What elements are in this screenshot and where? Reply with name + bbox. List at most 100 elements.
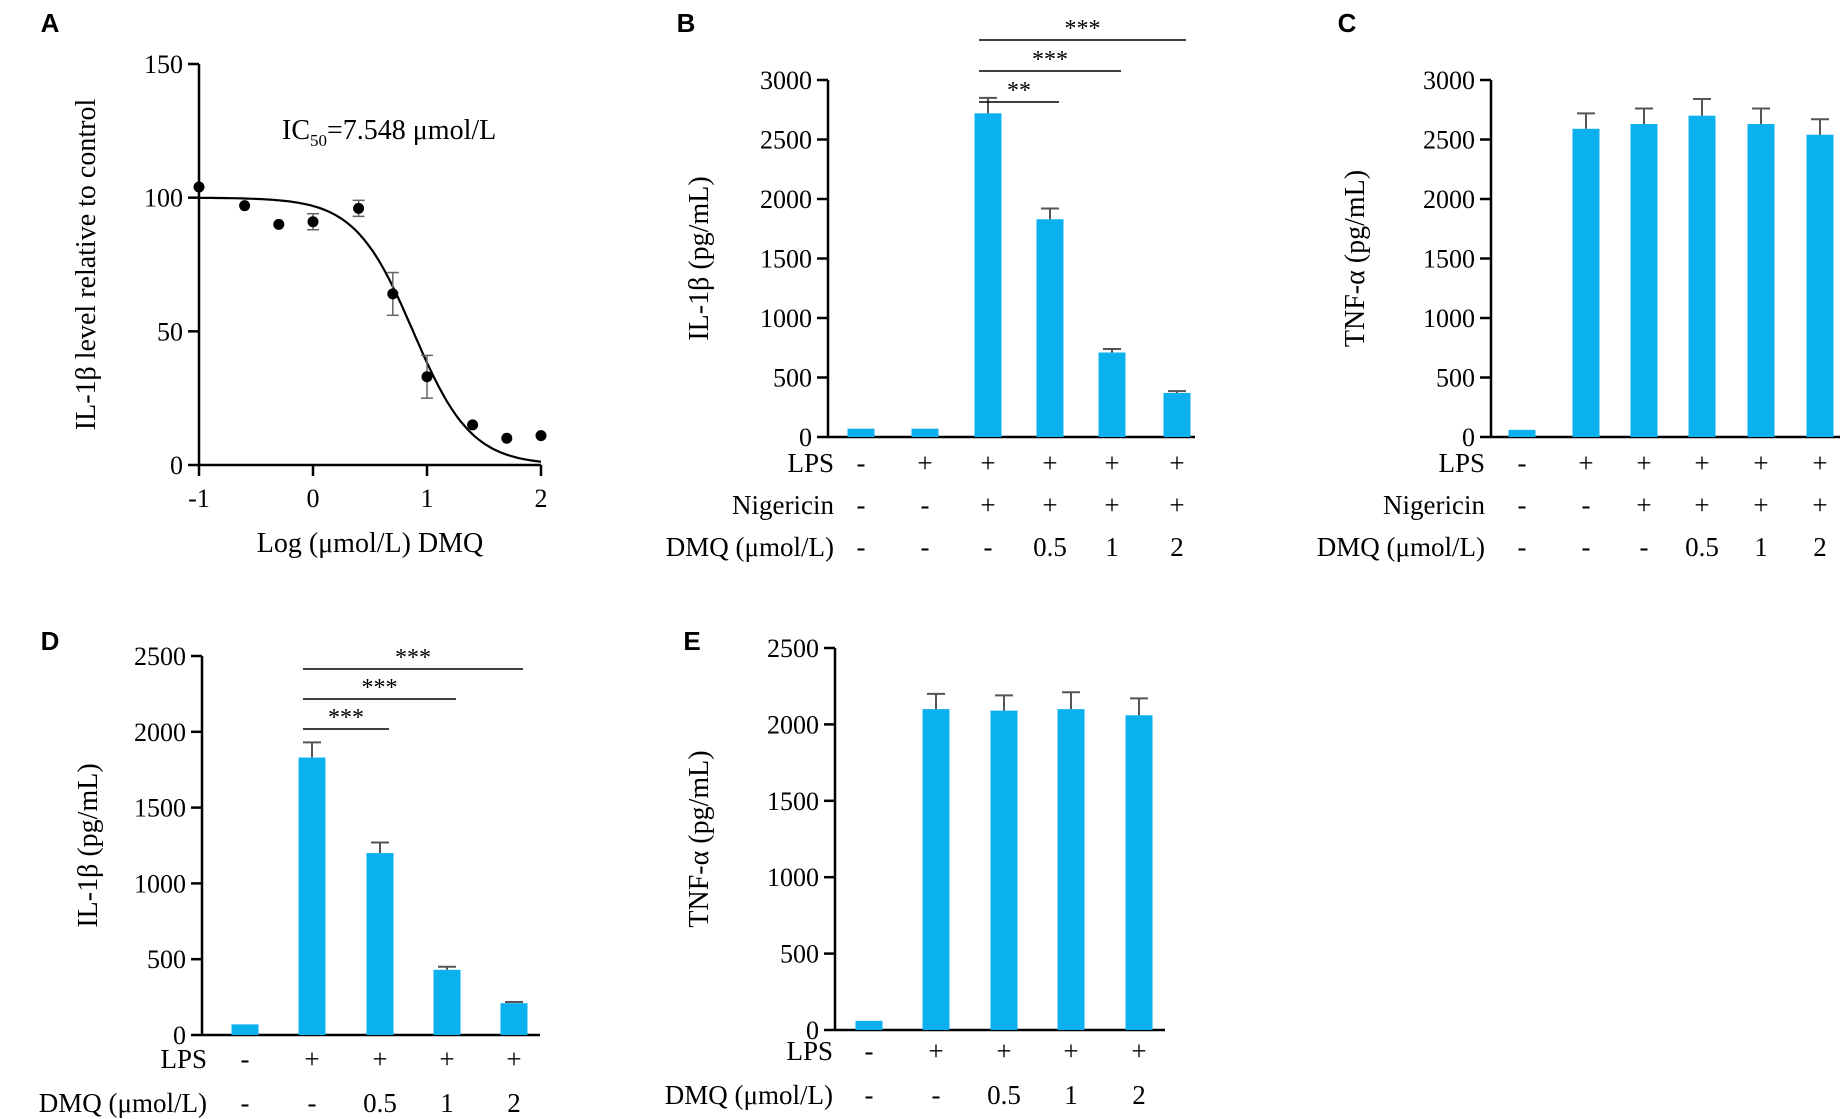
condition-value: + xyxy=(1131,1036,1146,1066)
condition-value: - xyxy=(857,490,866,520)
y-tick-label: 2500 xyxy=(760,126,812,155)
condition-value: - xyxy=(921,490,930,520)
condition-value: 0.5 xyxy=(1685,532,1719,562)
significance-label: *** xyxy=(1065,16,1101,42)
y-tick-label: 0 xyxy=(1462,423,1475,452)
y-tick-label: 1000 xyxy=(134,869,186,898)
significance-label: *** xyxy=(395,645,431,671)
condition-value: + xyxy=(1042,448,1057,478)
condition-value: + xyxy=(1104,448,1119,478)
bar xyxy=(990,710,1018,1030)
y-tick-label: 500 xyxy=(773,364,812,393)
panel-label: A xyxy=(41,8,60,38)
bar xyxy=(1036,219,1064,437)
condition-value: - xyxy=(921,532,930,562)
x-tick-label: 0 xyxy=(307,484,320,513)
bar xyxy=(298,757,326,1035)
significance-label: *** xyxy=(1032,47,1068,73)
condition-value: - xyxy=(1518,448,1527,478)
condition-value: 1 xyxy=(1105,532,1119,562)
data-point xyxy=(421,371,433,383)
condition-value: + xyxy=(996,1036,1011,1066)
bar xyxy=(500,1003,528,1035)
y-axis-title: IL-1β (pg/mL) xyxy=(684,176,715,340)
y-axis-title: TNF-α (pg/mL) xyxy=(1340,170,1371,347)
condition-value: + xyxy=(372,1044,387,1074)
data-point xyxy=(273,218,285,230)
x-tick-label: 1 xyxy=(421,484,434,513)
y-tick-label: 1500 xyxy=(767,787,819,816)
data-point xyxy=(535,430,547,442)
condition-value: + xyxy=(1169,448,1184,478)
y-tick-label: 3000 xyxy=(760,66,812,95)
bar xyxy=(974,113,1002,437)
bar xyxy=(847,428,875,437)
condition-value: - xyxy=(984,532,993,562)
condition-value: + xyxy=(1753,448,1768,478)
bar xyxy=(1806,134,1834,438)
condition-value: - xyxy=(857,532,866,562)
x-tick-label: 2 xyxy=(535,484,548,513)
condition-value: 1 xyxy=(1064,1080,1078,1110)
bar xyxy=(1688,115,1716,437)
condition-value: + xyxy=(439,1044,454,1074)
bar xyxy=(1098,352,1126,437)
bar xyxy=(855,1020,883,1030)
condition-label: Nigericin xyxy=(1383,490,1485,520)
bar xyxy=(1508,429,1536,437)
condition-value: + xyxy=(1104,490,1119,520)
bar xyxy=(366,853,394,1035)
panel-c: C 0 500 1000 1500 2000 2500 3000 TNF-α (pg/mL) LP… xyxy=(1317,8,1840,562)
y-axis-title: TNF-α (pg/mL) xyxy=(684,750,715,927)
condition-value: + xyxy=(1753,490,1768,520)
condition-value: + xyxy=(917,448,932,478)
condition-value: - xyxy=(1582,532,1591,562)
condition-value: - xyxy=(241,1088,250,1118)
bar xyxy=(1057,709,1085,1030)
condition-value: 2 xyxy=(1813,532,1827,562)
condition-value: - xyxy=(865,1036,874,1066)
condition-label: LPS xyxy=(1438,448,1485,478)
panel-label: D xyxy=(41,626,60,656)
condition-value: + xyxy=(1042,490,1057,520)
condition-value: - xyxy=(308,1088,317,1118)
significance-label: *** xyxy=(328,705,364,731)
y-tick-label: 150 xyxy=(144,50,183,79)
condition-value: + xyxy=(1169,490,1184,520)
data-point xyxy=(467,419,479,431)
y-tick-label: 2000 xyxy=(760,185,812,214)
fit-curve xyxy=(198,196,542,463)
ic50-annotation: IC50=7.548 μmol/L xyxy=(282,115,496,150)
condition-value: + xyxy=(304,1044,319,1074)
bar xyxy=(1125,715,1153,1030)
y-tick-label: 100 xyxy=(144,184,183,213)
y-tick-label: 1000 xyxy=(1423,304,1475,333)
y-tick-label: 500 xyxy=(780,940,819,969)
y-tick-label: 2000 xyxy=(767,710,819,739)
condition-value: - xyxy=(865,1080,874,1110)
y-tick-label: 0 xyxy=(799,423,812,452)
condition-label: DMQ (μmol/L) xyxy=(39,1088,207,1118)
condition-label: DMQ (μmol/L) xyxy=(1317,532,1485,562)
ic50-main: IC xyxy=(282,115,310,146)
data-point xyxy=(307,216,319,228)
y-tick-label: 0 xyxy=(173,1021,186,1050)
bar xyxy=(433,969,461,1035)
data-point xyxy=(193,181,205,193)
condition-label: Nigericin xyxy=(732,490,834,520)
y-tick-label: 50 xyxy=(157,317,183,346)
condition-label: LPS xyxy=(786,1036,833,1066)
condition-label: DMQ (μmol/L) xyxy=(665,1080,833,1110)
significance-label: *** xyxy=(362,675,398,701)
panel-label: B xyxy=(677,8,696,38)
condition-value: 0.5 xyxy=(987,1080,1021,1110)
significance-label: ** xyxy=(1007,78,1031,104)
condition-label: DMQ (μmol/L) xyxy=(666,532,834,562)
y-tick-label: 3000 xyxy=(1423,66,1475,95)
condition-value: + xyxy=(1578,448,1593,478)
y-tick-label: 2000 xyxy=(134,718,186,747)
y-axis-title: IL-1β (pg/mL) xyxy=(73,763,104,927)
y-tick-label: 500 xyxy=(1436,364,1475,393)
condition-value: + xyxy=(980,490,995,520)
